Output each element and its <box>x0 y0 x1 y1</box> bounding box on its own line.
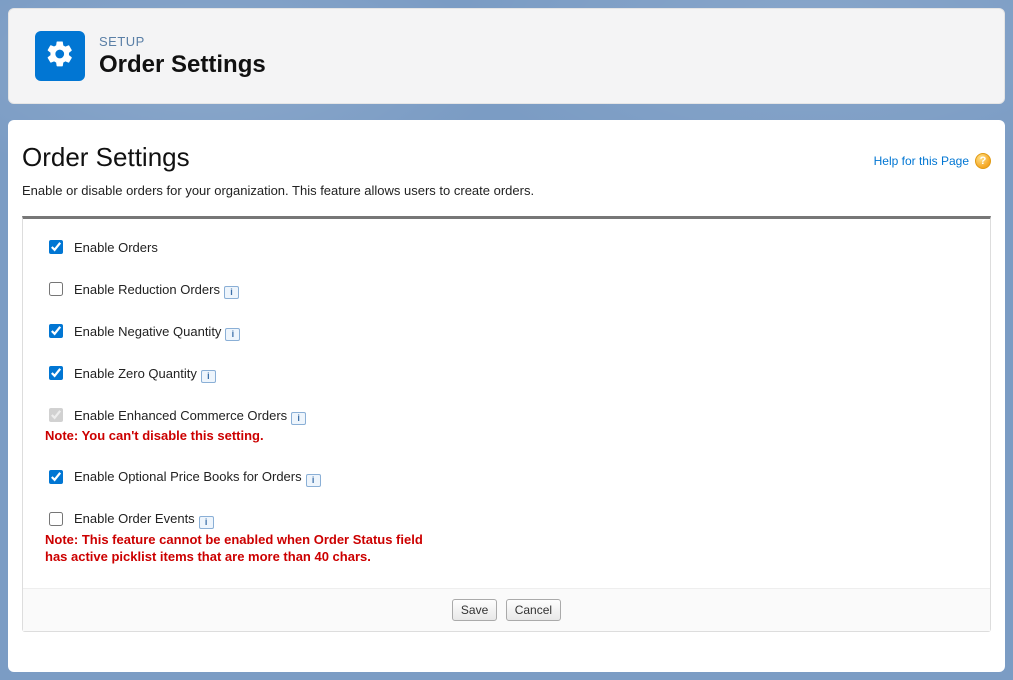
page-description: Enable or disable orders for your organi… <box>22 183 991 198</box>
checkbox-enable_enhanced_commerce <box>49 408 63 422</box>
setting-row-enable_negative_qty: Enable Negative Quantity i <box>45 321 972 341</box>
page-title-row: Order Settings Help for this Page ? <box>22 134 991 183</box>
help-link[interactable]: Help for this Page ? <box>874 153 991 169</box>
setting-row-enable_orders: Enable Orders <box>45 237 972 257</box>
setup-header-card: SETUP Order Settings <box>8 8 1005 104</box>
setting-row-enable_order_events: Enable Order Events i Note: This feature c… <box>45 509 972 566</box>
settings-body: Enable OrdersEnable Reduction OrdersiEna… <box>23 219 990 588</box>
setting-label-text: Enable Enhanced Commerce Orders <box>74 408 287 423</box>
gear-icon <box>45 39 75 74</box>
setting-label[interactable]: Enable Negative Quantity <box>45 321 221 341</box>
info-icon[interactable]: i <box>306 474 321 487</box>
checkbox-enable_order_events[interactable] <box>49 512 63 526</box>
settings-panel: Enable OrdersEnable Reduction OrdersiEna… <box>22 216 991 632</box>
help-link-label: Help for this Page <box>874 154 969 168</box>
info-icon[interactable]: i <box>199 516 214 529</box>
info-icon[interactable]: i <box>201 370 216 383</box>
page-title: Order Settings <box>22 142 190 173</box>
setting-label-text: Enable Optional Price Books for Orders <box>74 469 302 484</box>
breadcrumb: SETUP <box>99 34 266 49</box>
setting-label-text: Enable Orders <box>74 240 158 255</box>
checkbox-enable_orders[interactable] <box>49 240 63 254</box>
setting-row-enable_reduction_orders: Enable Reduction Orders i <box>45 279 972 299</box>
setting-row-enable_zero_qty: Enable Zero Quantity i <box>45 363 972 383</box>
header-title: Order Settings <box>99 51 266 79</box>
setting-label-text: Enable Order Events <box>74 511 195 526</box>
info-icon[interactable]: i <box>225 328 240 341</box>
info-icon[interactable]: i <box>224 286 239 299</box>
button-bar: Save Cancel <box>23 588 990 631</box>
setting-label[interactable]: Enable Order Events <box>45 509 195 529</box>
checkbox-enable_optional_pb[interactable] <box>49 470 63 484</box>
checkbox-enable_zero_qty[interactable] <box>49 366 63 380</box>
save-button[interactable]: Save <box>452 599 497 621</box>
setting-label[interactable]: Enable Reduction Orders <box>45 279 220 299</box>
header-text: SETUP Order Settings <box>99 34 266 79</box>
setting-label[interactable]: Enable Orders <box>45 237 158 257</box>
setting-note: Note: This feature cannot be enabled whe… <box>45 531 425 566</box>
setting-label-text: Enable Reduction Orders <box>74 282 220 297</box>
body-card: Order Settings Help for this Page ? Enab… <box>8 120 1005 672</box>
setting-label-text: Enable Negative Quantity <box>74 324 221 339</box>
setting-row-enable_optional_pb: Enable Optional Price Books for Orders i <box>45 467 972 487</box>
setting-label[interactable]: Enable Zero Quantity <box>45 363 197 383</box>
help-icon: ? <box>975 153 991 169</box>
cancel-button[interactable]: Cancel <box>506 599 561 621</box>
gear-icon-box <box>35 31 85 81</box>
setting-label[interactable]: Enable Optional Price Books for Orders <box>45 467 302 487</box>
setting-note: Note: You can't disable this setting. <box>45 427 425 445</box>
checkbox-enable_negative_qty[interactable] <box>49 324 63 338</box>
checkbox-enable_reduction_orders[interactable] <box>49 282 63 296</box>
setting-label[interactable]: Enable Enhanced Commerce Orders <box>45 405 287 425</box>
setting-row-enable_enhanced_commerce: Enable Enhanced Commerce Orders i Note: Yo… <box>45 405 972 445</box>
setting-label-text: Enable Zero Quantity <box>74 366 197 381</box>
info-icon[interactable]: i <box>291 412 306 425</box>
